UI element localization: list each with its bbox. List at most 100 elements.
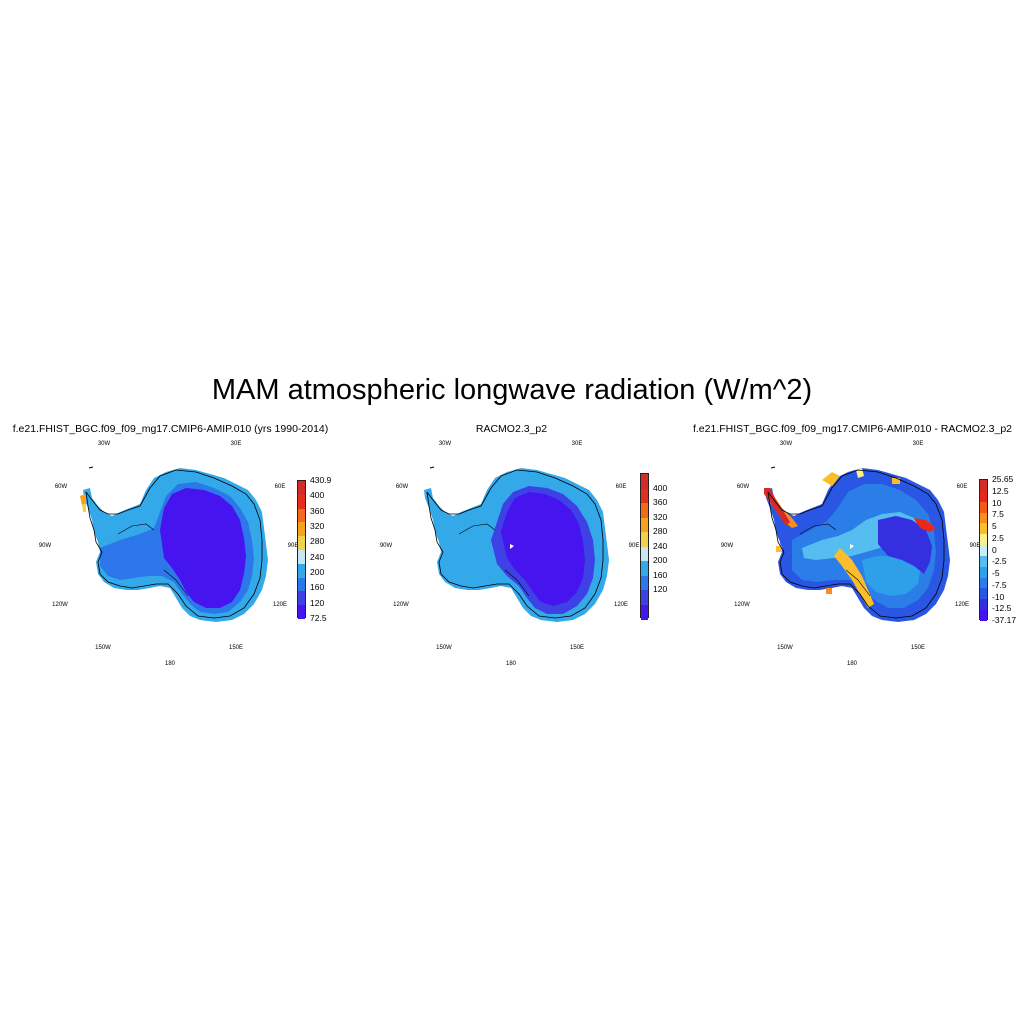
colorbar-segment <box>641 488 648 504</box>
colorbar-label: 400 <box>653 482 668 493</box>
colorbar-segment <box>641 575 648 591</box>
lon-label-60w: 60W <box>736 484 750 490</box>
colorbar-segment <box>980 523 987 535</box>
map-panel-difference: f.e21.FHIST_BGC.f09_f09_mg17.CMIP6-AMIP.… <box>682 420 1023 680</box>
lon-label-90w: 90W <box>38 543 52 549</box>
antarctica-map <box>764 466 950 622</box>
lon-label-180: 180 <box>505 661 517 667</box>
colorbar-label: 240 <box>310 551 325 562</box>
colorbar-segment <box>298 591 305 606</box>
coastline <box>767 469 945 619</box>
lon-label-120e: 120E <box>954 602 970 608</box>
colorbar-label: 200 <box>653 555 668 565</box>
colorbar-label: 320 <box>310 521 325 531</box>
lon-label-150e: 150E <box>910 645 926 651</box>
lon-label-30w: 30W <box>97 441 111 447</box>
continent-fill <box>80 468 268 622</box>
colorbar-label: -12.5 <box>992 603 1012 614</box>
colorbar-segment <box>980 512 987 524</box>
colorbar-label: 200 <box>310 567 325 577</box>
colorbar-label: 2.5 <box>992 532 1004 543</box>
colorbar-label: -2.5 <box>992 556 1007 567</box>
lon-label-60e: 60E <box>615 484 627 490</box>
figure-title: MAM atmospheric longwave radiation (W/m^… <box>211 374 813 406</box>
colorbar-label: -10 <box>992 591 1005 602</box>
antarctica-map <box>80 466 268 622</box>
colorbar-segment <box>641 517 648 533</box>
colorbar-segment <box>298 494 305 510</box>
lon-label-30e: 30E <box>230 441 242 447</box>
sea-mark <box>770 466 776 469</box>
colorbar-segment <box>641 532 648 547</box>
colorbar-segment <box>980 566 987 579</box>
lon-label-60e: 60E <box>274 484 286 490</box>
lon-label-90e: 90E <box>287 543 299 549</box>
colorbar-label: 12.5 <box>992 485 1009 496</box>
colorbar-segment <box>298 522 305 537</box>
colorbar-label: 120 <box>653 584 668 594</box>
colorbar-label: 72.5 <box>310 613 327 623</box>
lon-label-90e: 90E <box>628 543 640 549</box>
lon-label-90w: 90W <box>379 543 393 549</box>
colorbar-segment <box>298 577 305 592</box>
sea-mark <box>88 466 94 469</box>
colorbar-segment <box>980 599 987 611</box>
colorbar-segment <box>980 577 987 589</box>
colorbar-label: 160 <box>653 569 668 580</box>
colorbar-segment <box>641 474 648 489</box>
lon-label-180: 180 <box>846 661 858 667</box>
colorbar-box <box>297 480 306 620</box>
colorbar-label: 0 <box>992 544 997 555</box>
colorbar-segment <box>641 546 648 562</box>
colorbar-label: 5 <box>992 521 997 531</box>
lon-label-90e: 90E <box>969 543 981 549</box>
colorbar-segment <box>980 610 987 622</box>
lon-label-120w: 120W <box>393 602 409 608</box>
lon-label-150e: 150E <box>569 645 585 651</box>
colorbar-segment <box>298 536 305 551</box>
lon-label-150w: 150W <box>95 645 111 651</box>
colorbar-label: 7.5 <box>992 509 1004 520</box>
colorbar-label: 430.9 <box>310 475 332 485</box>
colorbar-segment <box>641 590 648 605</box>
lon-label-60w: 60W <box>395 484 409 490</box>
panel-title: f.e21.FHIST_BGC.f09_f09_mg17.CMIP6-AMIP.… <box>692 423 1013 435</box>
colorbar-segment <box>641 561 648 576</box>
colorbar-segment <box>980 501 987 514</box>
colorbar-label: 25.65 <box>992 474 1014 484</box>
colorbar-label: 120 <box>310 597 325 608</box>
ice-shelf-line <box>799 523 871 597</box>
panel-title: f.e21.FHIST_BGC.f09_f09_mg17.CMIP6-AMIP.… <box>12 423 329 435</box>
map-panel-racmo: RACMO2.3_p2 30W 30E 60W 60E 90W 90E 120W… <box>341 420 682 680</box>
lon-label-150w: 150W <box>777 645 793 651</box>
colorbar-segment <box>980 480 987 492</box>
colorbar-segment <box>298 605 305 620</box>
colorbar-label: 240 <box>653 540 668 551</box>
colorbar-segment <box>980 534 987 546</box>
lon-label-180: 180 <box>164 661 176 667</box>
coastline <box>85 469 263 619</box>
colorbar-label: 10 <box>992 497 1002 508</box>
ice-shelf-line <box>117 523 189 597</box>
lon-label-30e: 30E <box>912 441 924 447</box>
map-panel-model: f.e21.FHIST_BGC.f09_f09_mg17.CMIP6-AMIP.… <box>0 420 341 680</box>
lon-label-120w: 120W <box>52 602 68 608</box>
lon-label-30w: 30W <box>779 441 793 447</box>
panel-title: RACMO2.3_p2 <box>475 423 548 435</box>
colorbar-label: 400 <box>310 490 325 501</box>
lon-label-150e: 150E <box>228 645 244 651</box>
lon-label-60w: 60W <box>54 484 68 490</box>
lon-label-90w: 90W <box>720 543 734 549</box>
colorbar-segment <box>298 481 305 496</box>
colorbar-label: 360 <box>653 497 668 507</box>
sea-mark <box>429 466 435 469</box>
colorbar-segment <box>298 508 305 523</box>
colorbar-label: 160 <box>310 582 325 593</box>
colorbar-segment <box>980 490 987 503</box>
colorbar-label: 320 <box>653 511 668 522</box>
lon-label-150w: 150W <box>436 645 452 651</box>
colorbar-segment <box>980 545 987 557</box>
colorbar-label: -7.5 <box>992 579 1007 590</box>
lon-label-120e: 120E <box>272 602 288 608</box>
lon-label-30e: 30E <box>571 441 583 447</box>
